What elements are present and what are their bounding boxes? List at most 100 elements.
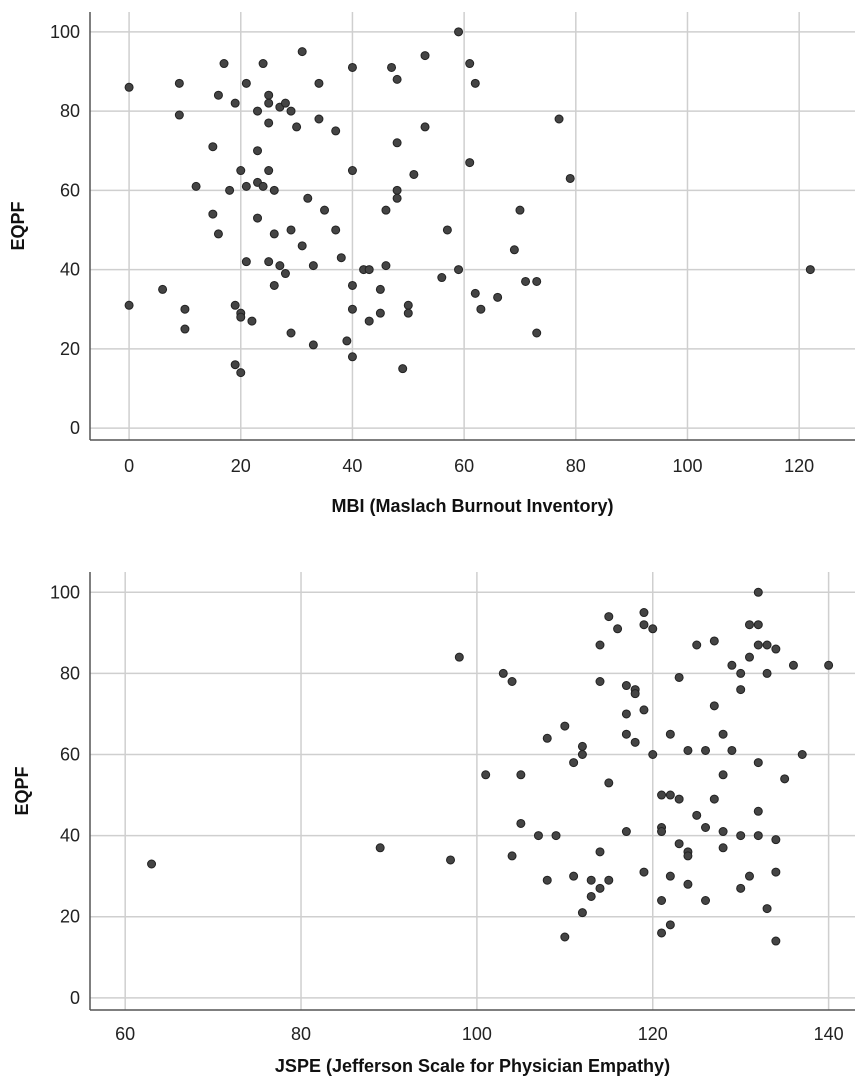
data-point [314,114,324,124]
data-point [264,90,274,100]
x-axis-label: JSPE (Jefferson Scale for Physician Empa… [275,1056,670,1076]
data-point [736,831,746,841]
data-point [454,652,464,662]
data-point [191,181,201,191]
y-tick-label: 100 [50,582,80,602]
data-point [577,908,587,918]
data-point [683,851,693,861]
data-point [560,721,570,731]
data-point [481,770,491,780]
x-tick-label: 140 [814,1024,844,1044]
data-point [701,745,711,755]
data-point [269,280,279,290]
data-point [375,308,385,318]
data-point [674,672,684,682]
data-point [264,166,274,176]
data-point [465,59,475,69]
y-tick-label: 100 [50,22,80,42]
data-point [665,871,675,881]
data-point [253,146,263,156]
data-point [753,587,763,597]
data-point [465,158,475,168]
data-point [736,668,746,678]
data-point [824,660,834,670]
data-point [241,181,251,191]
data-point [476,304,486,314]
data-point [236,166,246,176]
data-point [551,831,561,841]
data-point [788,660,798,670]
y-tick-label: 40 [60,826,80,846]
data-point [744,652,754,662]
data-point [219,59,229,69]
data-point [280,98,290,108]
data-point [565,173,575,183]
data-point [753,758,763,768]
data-point [286,106,296,116]
x-tick-label: 80 [291,1024,311,1044]
data-point [771,644,781,654]
x-tick-label: 20 [231,456,251,476]
data-point [683,879,693,889]
data-point [542,733,552,743]
data-point [744,871,754,881]
data-point [493,292,503,302]
data-point [364,265,374,275]
data-point [577,741,587,751]
data-point [409,169,419,179]
data-point [709,794,719,804]
data-point [516,818,526,828]
data-point [364,316,374,326]
data-point [264,98,274,108]
y-axis-label: EQPF [8,201,28,250]
data-point [347,62,357,72]
data-point [236,368,246,378]
data-point [805,265,815,275]
data-point [753,806,763,816]
data-point [174,78,184,88]
data-point [595,677,605,686]
x-tick-label: 100 [672,456,702,476]
y-tick-label: 20 [60,339,80,359]
y-tick-label: 60 [60,180,80,200]
data-point [269,229,279,239]
x-tick-label: 60 [115,1024,135,1044]
data-point [230,98,240,108]
data-point [420,122,430,132]
x-tick-label: 120 [638,1024,668,1044]
data-point [280,269,290,279]
data-point [420,51,430,61]
x-tick-label: 120 [784,456,814,476]
data-point [657,790,667,800]
data-point [470,288,480,298]
data-point [683,745,693,755]
data-point [753,640,763,650]
data-point [762,640,772,650]
data-point [208,142,218,152]
scatter-chart-mbi: 0 20 40 60 80 100 120 0 20 40 60 80 100 MBI (Maslach … [8,12,855,516]
data-point [180,324,190,334]
data-point [124,300,134,310]
data-point [532,276,542,286]
data-point [347,166,357,176]
data-point [392,138,402,148]
data-point [709,701,719,711]
data-point [498,668,508,678]
data-point [147,859,157,869]
data-point [241,257,251,267]
data-point [320,205,330,215]
data-point [521,276,531,286]
data-point [303,193,313,203]
data-point [286,225,296,235]
grid-lines [90,12,855,440]
data-point [621,827,631,837]
data-point [569,758,579,768]
data-point [297,47,307,57]
data-point [264,257,274,267]
x-tick-label: 80 [566,456,586,476]
data-point [639,608,649,618]
data-point [771,835,781,845]
data-point [771,936,781,946]
x-tick-label: 60 [454,456,474,476]
data-point [507,677,517,686]
